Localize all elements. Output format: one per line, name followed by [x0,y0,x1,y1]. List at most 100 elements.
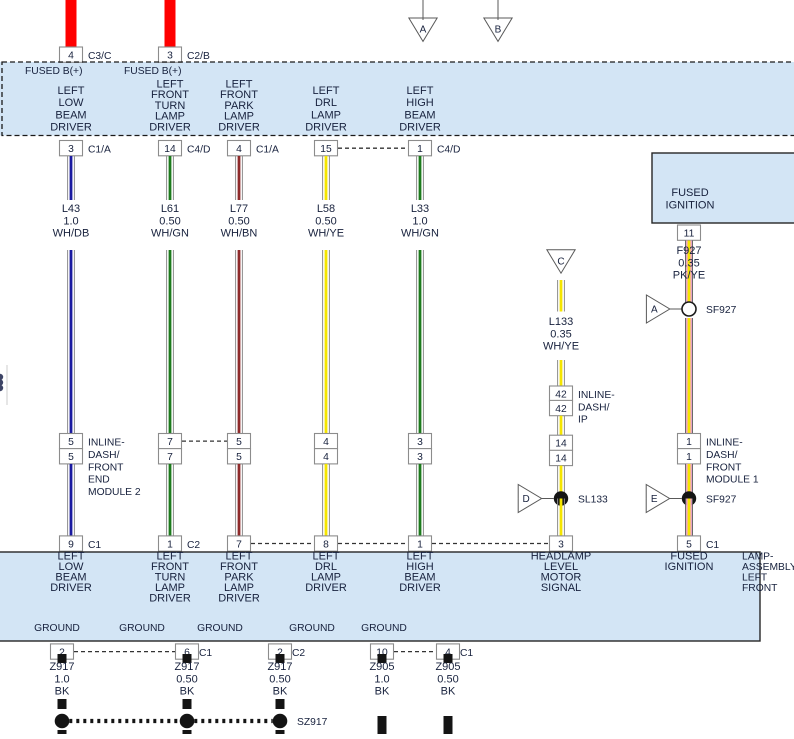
svg-text:WH/GN: WH/GN [151,228,189,240]
svg-text:DRIVER: DRIVER [50,121,92,133]
svg-text:0.50: 0.50 [176,673,197,685]
svg-text:B: B [495,25,502,36]
svg-text:BEAM: BEAM [404,109,435,121]
svg-text:4: 4 [323,452,329,463]
svg-text:FRONT: FRONT [88,462,124,473]
svg-text:L77: L77 [230,203,248,215]
svg-text:1: 1 [417,144,423,155]
svg-text:BK: BK [55,686,70,698]
svg-text:42: 42 [555,404,567,415]
svg-text:9: 9 [68,539,74,550]
svg-text:L58: L58 [317,203,335,215]
svg-text:DASH/: DASH/ [578,402,610,413]
svg-text:3: 3 [417,452,423,463]
svg-text:C4/D: C4/D [437,145,460,156]
svg-text:11: 11 [684,228,695,239]
svg-text:14: 14 [555,454,567,465]
svg-text:GROUND: GROUND [119,623,165,634]
svg-text:Z917: Z917 [49,661,74,673]
svg-text:14: 14 [164,144,176,155]
svg-text:0.50: 0.50 [269,673,290,685]
svg-text:3: 3 [558,539,564,550]
svg-text:LOW: LOW [58,97,84,109]
svg-text:L133: L133 [549,316,573,328]
svg-text:DRIVER: DRIVER [399,582,441,594]
svg-text:INLINE-: INLINE- [88,438,125,449]
svg-text:7: 7 [167,437,173,448]
svg-text:Z905: Z905 [435,661,460,673]
svg-text:FRONT: FRONT [706,462,742,473]
svg-text:IGNITION: IGNITION [666,199,715,211]
svg-text:1.0: 1.0 [54,673,69,685]
svg-text:BK: BK [180,686,195,698]
svg-text:FRONT: FRONT [742,583,778,594]
svg-text:C1: C1 [199,648,212,659]
svg-text:WH/DB: WH/DB [53,228,90,240]
svg-text:GROUND: GROUND [361,623,407,634]
svg-text:GROUND: GROUND [289,623,335,634]
svg-text:DASH/: DASH/ [88,450,120,461]
svg-text:DRIVER: DRIVER [149,121,191,133]
svg-text:1: 1 [686,452,692,463]
svg-text:DRIVER: DRIVER [399,121,441,133]
svg-text:LEFT: LEFT [58,85,85,97]
svg-text:4: 4 [68,50,74,61]
svg-text:HIGH: HIGH [406,97,434,109]
svg-text:3: 3 [167,50,173,61]
svg-text:IGNITION: IGNITION [665,561,714,573]
svg-text:FUSED: FUSED [671,187,708,199]
svg-text:SL133: SL133 [578,495,608,506]
svg-text:C1: C1 [88,540,101,551]
svg-text:3: 3 [68,144,74,155]
svg-text:SIGNAL: SIGNAL [541,582,581,594]
svg-text:END: END [88,475,110,486]
svg-text:0.35: 0.35 [678,257,699,269]
svg-text:7: 7 [236,539,242,550]
svg-text:Z917: Z917 [174,661,199,673]
svg-text:1: 1 [686,437,692,448]
svg-text:LEFT: LEFT [407,85,434,97]
svg-text:PK/YE: PK/YE [673,270,705,282]
svg-text:WH/GN: WH/GN [401,228,439,240]
svg-text:1: 1 [417,539,423,550]
svg-text:5: 5 [236,452,242,463]
svg-text:L33: L33 [411,203,429,215]
svg-text:5: 5 [236,437,242,448]
svg-text:14: 14 [555,439,567,450]
svg-text:INLINE-: INLINE- [706,438,743,449]
svg-text:5: 5 [68,452,74,463]
svg-text:BEAM: BEAM [55,109,86,121]
svg-text:C1/A: C1/A [256,145,279,156]
svg-text:ASSEMBLY-: ASSEMBLY- [742,562,794,573]
svg-text:DRIVER: DRIVER [305,582,347,594]
svg-text:DRIVER: DRIVER [149,592,191,604]
svg-text:1.0: 1.0 [374,673,389,685]
svg-text:C4/D: C4/D [187,145,210,156]
svg-text:A: A [420,25,427,36]
svg-text:FUSED B(+): FUSED B(+) [124,66,182,77]
svg-text:LEFT: LEFT [313,85,340,97]
svg-text:Z905: Z905 [369,661,394,673]
svg-text:SF927: SF927 [706,495,737,506]
svg-text:E: E [651,494,658,505]
svg-text:GROUND: GROUND [197,623,243,634]
svg-text:1.0: 1.0 [63,215,78,227]
svg-text:DRIVER: DRIVER [218,121,260,133]
svg-text:L61: L61 [161,203,179,215]
svg-text:1: 1 [167,539,173,550]
svg-text:DRL: DRL [315,97,337,109]
svg-text:A: A [651,305,658,316]
svg-text:42: 42 [555,389,567,400]
svg-text:15: 15 [320,144,332,155]
svg-text:DRIVER: DRIVER [218,592,260,604]
svg-text:0.50: 0.50 [159,215,180,227]
svg-text:0.35: 0.35 [550,328,571,340]
svg-text:SZ917: SZ917 [297,717,328,728]
svg-text:0.50: 0.50 [437,673,458,685]
svg-text:C2: C2 [292,648,305,659]
svg-text:C: C [557,256,564,267]
svg-text:3: 3 [417,437,423,448]
svg-text:L43: L43 [62,203,80,215]
svg-text:LAMP: LAMP [311,109,341,121]
svg-text:DRIVER: DRIVER [305,121,347,133]
